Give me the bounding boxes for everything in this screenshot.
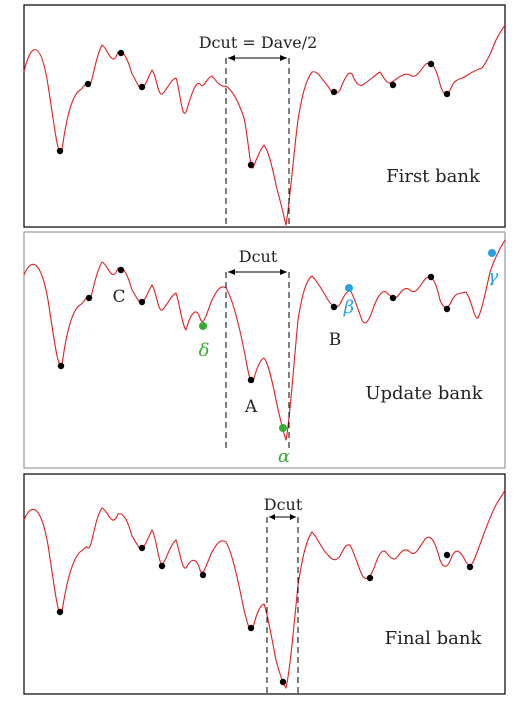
panel-caption: First bank (386, 166, 481, 187)
minimum-dot (57, 362, 65, 370)
minimum-dot (466, 563, 474, 571)
minimum-dot (330, 88, 338, 96)
panel-final-bank: Dcut Final bank (23, 473, 506, 695)
label-c: C (112, 287, 125, 307)
label-alpha: α (278, 446, 290, 467)
minimum-dot (443, 551, 451, 559)
panel-update-bank: Dcut C A B δ α β γ Update bank (23, 231, 506, 469)
label-gamma: γ (488, 266, 499, 287)
panel-caption: Final bank (385, 628, 483, 649)
label-a: A (244, 397, 258, 417)
minimum-dot (84, 80, 92, 88)
minimum-dot (56, 608, 64, 616)
minimum-dot (117, 49, 125, 57)
delta-dot (199, 322, 207, 330)
panel-frame (23, 231, 506, 469)
panel-frame (23, 473, 506, 695)
label-b: B (329, 330, 342, 350)
panel-frame (23, 4, 506, 228)
minimum-dot (443, 305, 451, 313)
minimum-dot (85, 294, 93, 302)
minimum-dot (389, 81, 397, 89)
arrowheads (269, 514, 296, 520)
minimum-dot (427, 60, 435, 68)
beta-dot (345, 284, 353, 292)
dcut-label: Dcut (239, 247, 278, 266)
label-beta: β (343, 297, 354, 318)
local-minima-dots (56, 49, 451, 169)
minimum-dot (366, 574, 374, 582)
minimum-dot (56, 147, 64, 155)
panel-first-bank: Dcut = Dave/2 First bank (23, 4, 506, 228)
minimum-dot (158, 562, 166, 570)
alpha-dot (279, 424, 287, 432)
minimum-dot (443, 90, 451, 98)
energy-curve (23, 24, 506, 226)
minimum-dot (427, 273, 435, 281)
dcut-label: Dcut (264, 495, 303, 514)
local-minima-dots (57, 266, 451, 384)
energy-curve (23, 489, 506, 689)
energy-curve (23, 239, 506, 441)
point-c-dot (117, 266, 125, 274)
arrowheads (228, 269, 287, 275)
minimum-dot (199, 571, 207, 579)
arrowheads (228, 55, 287, 61)
point-a-dot (247, 376, 255, 384)
minimum-dot (247, 624, 255, 632)
minimum-dot (247, 161, 255, 169)
local-minima-dots (56, 544, 474, 686)
panel-caption: Update bank (365, 383, 483, 404)
gamma-dot (488, 249, 496, 257)
minimum-dot (138, 298, 146, 306)
minimum-dot (389, 294, 397, 302)
dcut-label: Dcut = Dave/2 (199, 33, 318, 52)
minimum-dot (279, 678, 287, 686)
point-b-dot (330, 303, 338, 311)
minimum-dot (138, 544, 146, 552)
minimum-dot (138, 83, 146, 91)
label-delta: δ (199, 340, 210, 361)
